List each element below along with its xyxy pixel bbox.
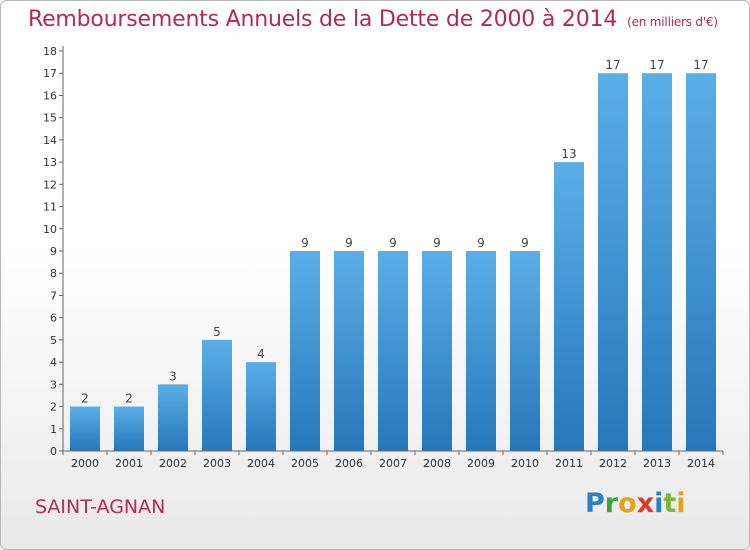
- bar: [290, 251, 320, 451]
- x-tick-label: 2002: [159, 457, 187, 470]
- data-label: 9: [345, 236, 353, 250]
- data-label: 3: [169, 369, 177, 383]
- y-tick-label: 15: [43, 112, 57, 125]
- x-tick-label: 2003: [203, 457, 231, 470]
- bar: [334, 251, 364, 451]
- logo-letter: P: [585, 488, 605, 519]
- logo-letter: i: [654, 488, 664, 519]
- x-tick-label: 2013: [643, 457, 671, 470]
- data-label: 4: [257, 347, 265, 361]
- data-label: 9: [433, 236, 441, 250]
- bar: [642, 73, 672, 451]
- bar: [246, 362, 276, 451]
- title-text: Remboursements Annuels de la Dette de 20…: [28, 7, 618, 32]
- bar: [114, 406, 144, 451]
- y-tick-label: 14: [43, 134, 57, 147]
- y-tick-label: 12: [43, 178, 57, 191]
- y-tick-label: 18: [43, 45, 57, 58]
- x-tick-label: 2014: [687, 457, 715, 470]
- commune-name: SAINT-AGNAN: [35, 496, 166, 518]
- y-tick-label: 4: [50, 356, 57, 369]
- y-tick-label: 2: [50, 401, 57, 414]
- y-tick-label: 16: [43, 89, 57, 102]
- data-label: 5: [213, 325, 221, 339]
- x-tick-label: 2007: [379, 457, 407, 470]
- data-label: 17: [693, 58, 708, 72]
- bar: [70, 406, 100, 451]
- x-tick-label: 2011: [555, 457, 583, 470]
- logo-letter: o: [618, 488, 637, 519]
- logo-letter: r: [604, 488, 619, 519]
- logo-letter: i: [676, 488, 686, 519]
- y-tick-label: 3: [50, 378, 57, 391]
- data-label: 9: [521, 236, 529, 250]
- y-tick-label: 0: [50, 445, 57, 458]
- y-tick-label: 5: [50, 334, 57, 347]
- data-label: 13: [561, 147, 576, 161]
- bar: [202, 339, 232, 451]
- proxiti-logo: Proxiti: [585, 488, 686, 519]
- bar: [466, 251, 496, 451]
- y-tick-label: 1: [50, 423, 57, 436]
- logo-letter: t: [663, 488, 677, 519]
- chart-title: Remboursements Annuels de la Dette de 20…: [28, 7, 718, 32]
- unit-label: (en milliers d'€): [627, 15, 718, 29]
- y-tick-label: 13: [43, 156, 57, 169]
- y-tick-label: 8: [50, 267, 57, 280]
- x-tick-label: 2008: [423, 457, 451, 470]
- y-tick-label: 10: [43, 223, 57, 236]
- y-tick-label: 11: [43, 201, 57, 214]
- bar: [554, 162, 584, 451]
- y-tick-label: 17: [43, 67, 57, 80]
- x-tick-label: 2009: [467, 457, 495, 470]
- x-tick-label: 2012: [599, 457, 627, 470]
- x-tick-label: 2004: [247, 457, 275, 470]
- bar: [510, 251, 540, 451]
- bar: [378, 251, 408, 451]
- bar: [598, 73, 628, 451]
- x-tick-label: 2005: [291, 457, 319, 470]
- logo-letter: x: [636, 488, 655, 519]
- data-label: 17: [605, 58, 620, 72]
- data-label: 17: [649, 58, 664, 72]
- data-label: 9: [301, 236, 309, 250]
- bar: [686, 73, 716, 451]
- bar: [422, 251, 452, 451]
- x-tick-label: 2006: [335, 457, 363, 470]
- y-tick-label: 7: [50, 289, 57, 302]
- data-label: 9: [477, 236, 485, 250]
- data-label: 2: [81, 392, 89, 406]
- y-tick-label: 9: [50, 245, 57, 258]
- data-label: 2: [125, 392, 133, 406]
- y-tick-label: 6: [50, 312, 57, 325]
- data-label: 9: [389, 236, 397, 250]
- bar: [158, 384, 188, 451]
- x-tick-label: 2000: [71, 457, 99, 470]
- x-tick-label: 2010: [511, 457, 539, 470]
- x-tick-label: 2001: [115, 457, 143, 470]
